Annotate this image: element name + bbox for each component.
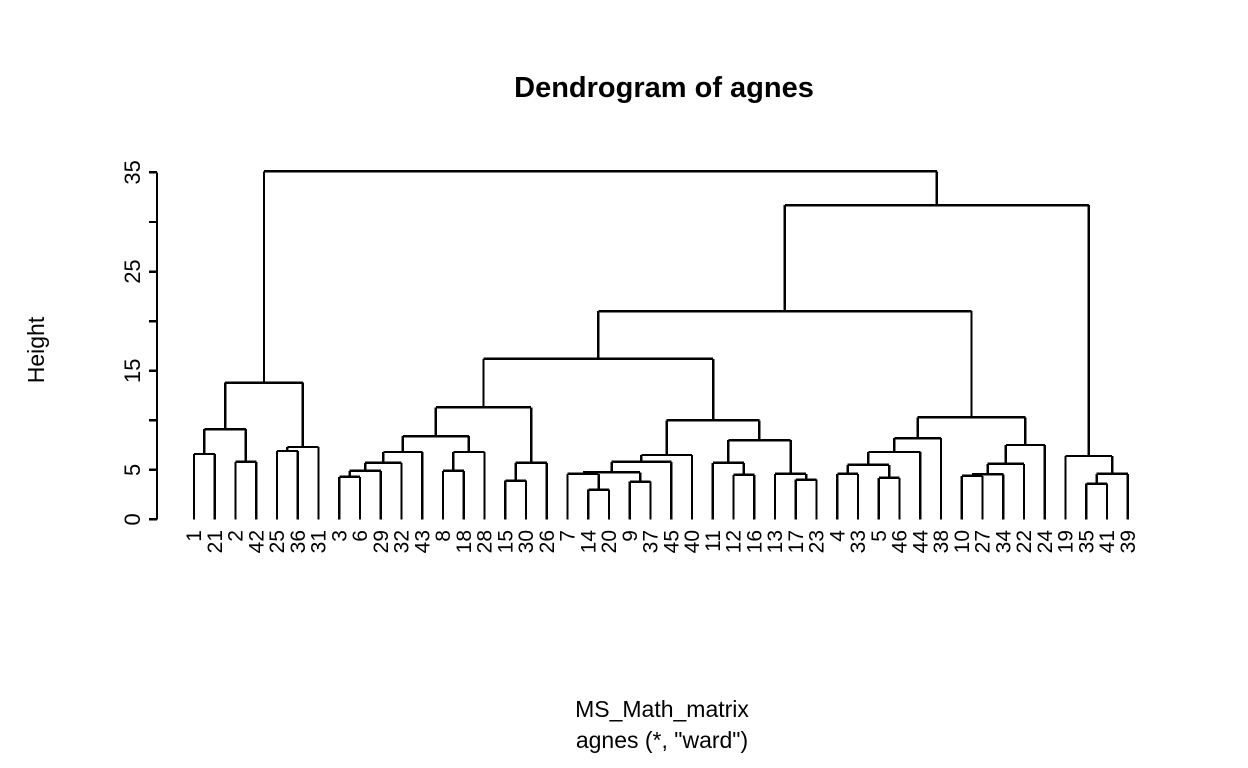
y-tick-label: 35 [120,160,145,184]
y-tick-label: 25 [120,259,145,283]
leaf-label: 44 [909,530,932,554]
leaf-label: 43 [411,530,434,553]
leaf-label: 24 [1034,530,1057,554]
x-axis-label-line1: MS_Math_matrix [575,696,749,722]
y-tick-label: 0 [120,513,145,525]
leaf-label: 14 [577,530,600,554]
leaf-label: 33 [847,530,870,553]
leaf-label: 10 [951,530,974,553]
leaf-label: 3 [328,530,351,542]
x-axis-label-line2: agnes (*, "ward") [576,727,748,753]
leaf-label: 26 [536,530,559,553]
leaf-label: 2 [225,530,248,542]
leaf-label: 15 [494,530,517,553]
leaf-label: 31 [308,530,331,553]
leaf-label: 19 [1055,530,1078,553]
leaf-label: 28 [474,530,497,553]
y-tick-label: 15 [120,358,145,382]
leaf-label: 25 [266,530,289,553]
leaf-label: 6 [349,530,372,542]
leaf-label: 38 [930,530,953,553]
leaf-label: 8 [432,530,455,542]
y-axis: 0 5 15 25 35 [120,160,159,526]
leaf-label: 18 [453,530,476,553]
y-tick-label: 5 [120,464,145,476]
leaf-label: 41 [1096,530,1119,553]
leaf-label: 32 [391,530,414,553]
leaf-label: 13 [764,530,787,553]
leaf-label: 4 [826,530,849,542]
leaf-label: 35 [1075,530,1098,553]
leaf-label: 20 [598,530,621,553]
leaf-label: 39 [1117,530,1140,553]
leaf-label: 1 [183,530,206,542]
dendrogram-links [192,170,1129,520]
leaf-label: 36 [287,530,310,553]
leaf-label: 11 [702,530,725,552]
leaf-label: 34 [992,530,1015,554]
leaf-label: 46 [889,530,912,553]
leaf-label: 5 [868,530,891,542]
leaf-label: 7 [557,530,580,542]
dendrogram-tree [192,170,1129,520]
leaf-label: 23 [806,530,829,553]
leaf-label: 9 [619,530,642,542]
leaf-label: 21 [204,530,227,553]
y-axis-label: Height [23,316,49,383]
leaf-label: 40 [681,530,704,553]
leaf-label: 17 [785,530,808,553]
leaf-label: 42 [245,530,268,553]
leaf-label: 22 [1013,530,1036,553]
leaf-label: 30 [515,530,538,553]
leaf-label: 45 [660,530,683,553]
leaf-label: 37 [640,530,663,553]
chart-title: Dendrogram of agnes [514,72,814,104]
leaf-label: 27 [972,530,995,553]
leaf-label: 16 [743,530,766,553]
leaf-label: 29 [370,530,393,553]
leaf-labels: 1212422536313629324381828153026714209374… [183,530,1140,554]
leaf-label: 12 [723,530,746,553]
